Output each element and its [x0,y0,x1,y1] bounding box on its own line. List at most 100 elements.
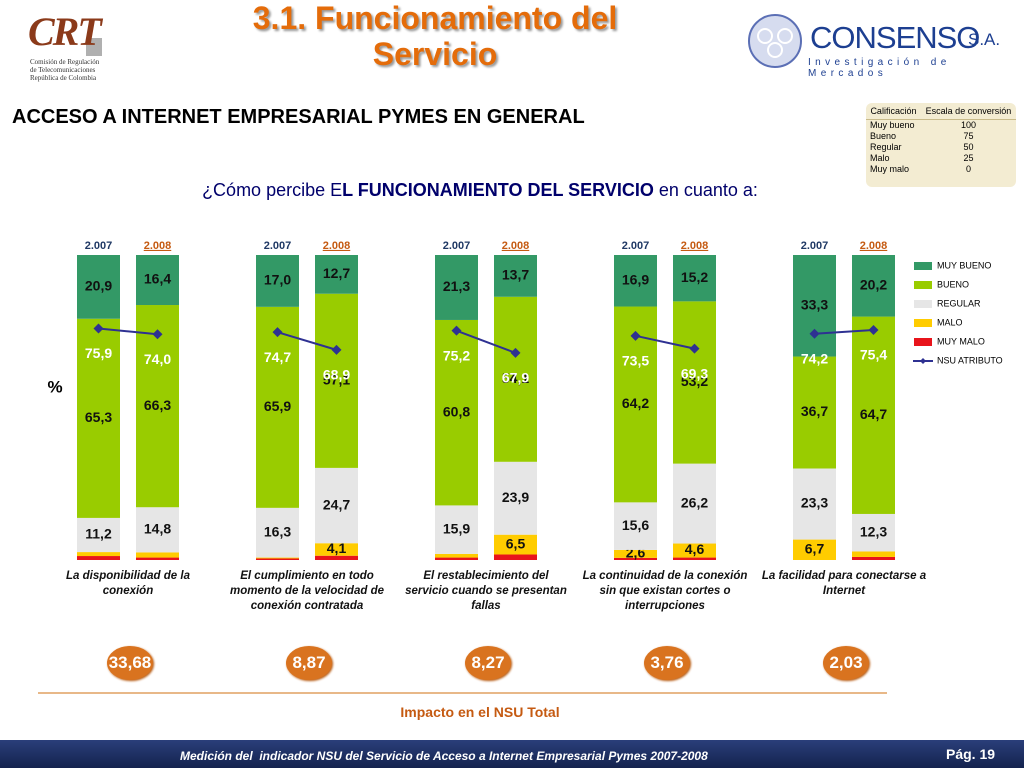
bar-segment [614,255,657,307]
data-label: 16,9 [622,271,649,287]
data-label: 65,9 [264,398,291,414]
subtitle: ACCESO A INTERNET EMPRESARIAL PYMES EN G… [12,106,585,128]
legend-label: BUENO [937,279,969,289]
nsu-line [635,334,695,350]
data-label: 15,2 [681,269,708,285]
nsu-marker [451,325,462,336]
data-label: 6,5 [506,535,526,551]
data-label: 23,9 [502,489,529,505]
bar-segment [136,557,179,560]
bar-segment [435,505,478,554]
table-header-cell: Escala de conversión [920,103,1016,120]
table-cell: 50 [963,142,974,152]
bar-segment [435,553,478,558]
bar-segment [77,552,120,557]
bar-segment [494,255,537,297]
left-logo-text: Comisión de Regulación de Telecomunicaci… [30,58,100,82]
bar-segment [256,507,299,558]
data-label: 12,7 [323,265,350,281]
nsu-marker [868,325,879,336]
data-label: 15,6 [622,517,649,533]
nsu-label: 74,7 [264,349,291,365]
nsu-marker [331,344,342,355]
bar-segment [494,296,537,462]
table-body: Muy bueno 100 Bueno 75 Regular 50 Malo 25 Muy ma… [866,120,1016,176]
data-label: 33,3 [801,296,828,312]
bar-segment [315,467,358,544]
nsu-marker [689,343,700,354]
bar-segment [136,552,179,558]
data-label: 53,2 [681,373,708,389]
nsu-line [814,329,874,335]
data-label: 23,3 [801,495,828,511]
legend-marker [920,358,926,364]
year-label: 2.008 [144,240,172,252]
bar-segment [77,517,120,553]
data-label: 6,7 [805,540,825,556]
legend-swatch [914,338,932,346]
impact-value: 3,76 [644,646,690,680]
data-label: 16,3 [264,523,291,539]
legend-label: MUY MALO [937,336,985,346]
logo-figure [777,28,793,44]
data-label: 60,8 [443,403,470,419]
right-logo-text: Investigación de Mercados [808,57,951,79]
nsu-line [456,329,516,354]
bar-segment [256,557,299,559]
data-label: 64,7 [860,406,887,422]
table-row: Bueno 75 [866,131,1016,142]
bar-segment [77,255,120,319]
legend-swatch [914,281,932,289]
year-label: 2.007 [85,240,113,252]
year-label: 2.007 [801,240,829,252]
bar-segment [852,513,895,552]
bar-segment [435,319,478,506]
year-label: 2.007 [264,240,292,252]
y-axis-label: % [47,377,62,396]
category-label: El cumplimiento en todo momento de la ve… [229,570,384,612]
bar-segment [673,543,716,558]
bar-segment [435,557,478,560]
nsu-line [98,327,158,336]
nsu-label: 74,2 [801,350,828,366]
right-logo-suffix: S.A. [968,30,1001,49]
legend-label: MUY BUENO [937,260,991,270]
bar-segment [136,507,179,553]
table-row: Malo 25 [866,153,1016,164]
data-label: 20,9 [85,278,112,294]
nsu-label: 75,4 [860,347,887,363]
bar-segment [852,316,895,514]
question-part: ¿Cómo percibe E [202,180,343,200]
data-label: 26,2 [681,494,708,510]
nsu-marker [272,327,283,338]
data-label: 65,3 [85,409,112,425]
year-label: 2.008 [502,240,530,252]
nsu-label: 67,9 [502,370,529,386]
bar-segment [793,356,836,469]
nsu-line [277,331,337,351]
bar-segment [494,461,537,535]
table-cell: Malo [870,153,890,163]
question: ¿Cómo percibe EL FUNCIONAMIENTO DEL SERV… [100,180,860,201]
data-label: 16,4 [144,271,171,287]
table-header-cell: Calificación [866,103,921,120]
bar-segment [852,551,895,557]
data-label: 57,1 [323,372,350,388]
data-label: 17,0 [264,272,291,288]
table-cell: Regular [870,142,902,152]
bar-segment [793,468,836,540]
footer-text: Medición del indicador NSU del Servicio … [180,749,708,763]
consenso-logo-mark [748,14,802,68]
bar-segment [77,318,120,518]
data-label: 66,3 [144,397,171,413]
table: Calificación Escala de conversión Muy buen… [866,103,1016,175]
bar-segment [673,557,716,560]
year-label: 2.008 [681,240,709,252]
impact-value: 2,03 [823,646,869,680]
nsu-label: 74,0 [144,351,171,367]
impact-title: Impacto en el NSU Total [400,704,560,720]
right-logo: CONSENSO [810,20,980,55]
impact-value: 33,68 [107,646,153,680]
slide-title: 3.1. Funcionamiento del Servicio [252,0,618,72]
